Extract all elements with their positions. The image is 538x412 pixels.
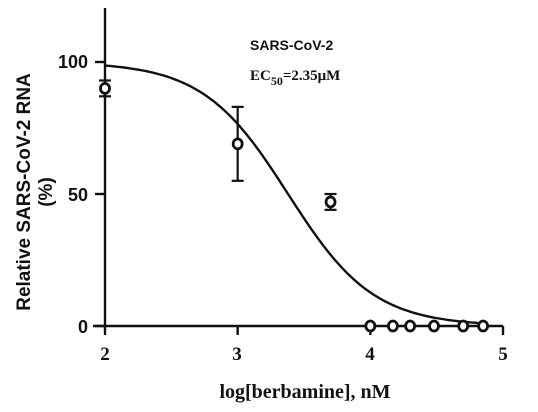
data-point-1 bbox=[231, 137, 244, 151]
x-tick-label-5: 5 bbox=[498, 344, 508, 365]
x-tick-label-3: 3 bbox=[232, 344, 242, 365]
x-tick-label-4: 4 bbox=[365, 344, 375, 365]
data-point-7 bbox=[457, 319, 470, 333]
data-point-8 bbox=[477, 319, 490, 333]
data-point-5 bbox=[404, 319, 417, 333]
ec50-annotation: EC50=2.35μM bbox=[250, 68, 340, 88]
x-axis-title: log[berbamine], nM bbox=[219, 381, 390, 403]
data-point-3 bbox=[364, 319, 377, 333]
axes bbox=[93, 8, 503, 328]
y-axis-title-line-2: (%) bbox=[36, 177, 57, 207]
error-bars bbox=[99, 79, 337, 211]
data-point-4 bbox=[386, 319, 399, 333]
ec50-prefix: EC bbox=[250, 68, 271, 84]
y-axis-title: Relative SARS-CoV-2 RNA (%) bbox=[14, 73, 57, 311]
virus-annotation: SARS-CoV-2 bbox=[250, 37, 333, 53]
y-tick-labels: 0 50 100 bbox=[58, 52, 88, 337]
y-tick-label-100: 100 bbox=[58, 52, 88, 72]
x-tick-labels: 2 3 4 5 bbox=[100, 344, 508, 365]
data-point-6 bbox=[428, 319, 440, 333]
y-tick-label-0: 0 bbox=[78, 317, 88, 337]
data-points bbox=[99, 82, 490, 333]
ec50-subscript: 50 bbox=[271, 74, 283, 88]
y-axis-title-line-1: Relative SARS-CoV-2 RNA bbox=[14, 73, 35, 311]
tick-marks bbox=[95, 60, 505, 335]
fit-curve bbox=[104, 64, 484, 325]
y-tick-label-50: 50 bbox=[68, 185, 88, 205]
data-point-0 bbox=[99, 82, 111, 95]
data-point-2 bbox=[324, 195, 337, 209]
x-tick-label-2: 2 bbox=[100, 344, 110, 365]
ec50-value: =2.35μM bbox=[283, 68, 340, 84]
